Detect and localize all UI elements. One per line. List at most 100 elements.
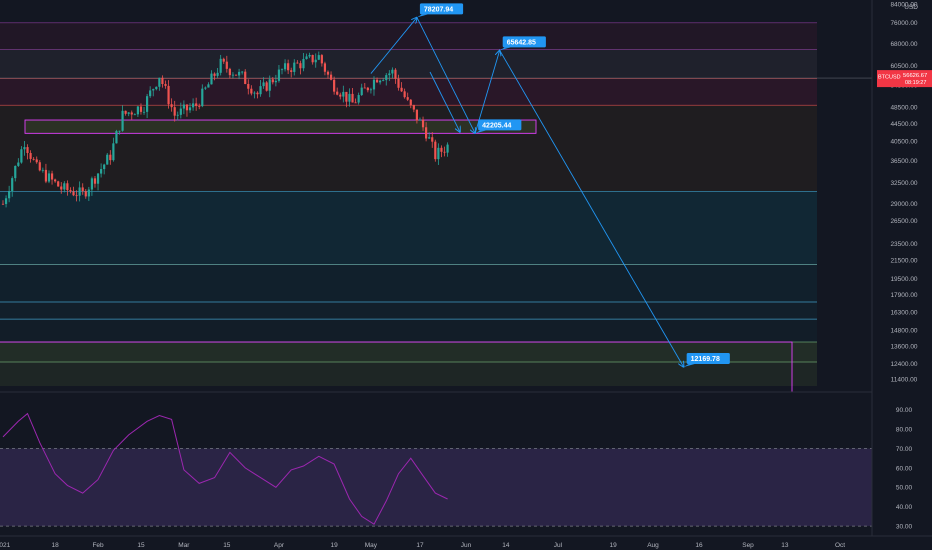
candle (75, 190, 78, 202)
candle-body (237, 71, 241, 76)
candle (8, 185, 11, 203)
candle (342, 85, 345, 103)
candle (354, 98, 357, 104)
time-tick: Apr (274, 542, 285, 549)
candle (1, 200, 5, 205)
candle (299, 60, 302, 75)
rsi-tick: 40.00 (896, 504, 913, 511)
candle-body (139, 106, 143, 112)
candle (106, 152, 109, 165)
projection-arrow-0 (370, 17, 417, 74)
candle-body (329, 74, 333, 80)
candle (348, 88, 351, 107)
candle (262, 77, 265, 89)
candle-body (418, 119, 422, 121)
candle-body (357, 95, 360, 103)
rsi-tick: 90.00 (896, 407, 913, 414)
candle-body (388, 73, 391, 76)
candle (103, 163, 106, 175)
candle-body (360, 87, 363, 96)
candle-body (106, 154, 109, 165)
time-tick: Feb (92, 542, 104, 549)
projection-arrow-3 (499, 50, 684, 367)
candle-body (421, 119, 425, 128)
candle (385, 73, 388, 86)
time-tick: 13 (781, 542, 789, 549)
rsi-band (0, 448, 872, 527)
candle-body (47, 173, 51, 182)
candle-body (149, 90, 152, 97)
candle-body (35, 159, 38, 163)
candle (222, 57, 225, 64)
candle-body (296, 62, 299, 64)
candle-body (63, 183, 66, 190)
price-tick: 23500.00 (890, 241, 917, 248)
candle (244, 69, 247, 85)
candle (333, 76, 336, 95)
candle (287, 59, 290, 75)
target-high-label-pointer (416, 14, 428, 18)
candle (336, 87, 339, 96)
candle (253, 91, 256, 99)
candle (124, 110, 127, 116)
candle-body (26, 147, 29, 153)
rsi-tick: 50.00 (896, 485, 913, 492)
candle (54, 178, 57, 183)
candle-body (167, 85, 170, 105)
candle-body (351, 93, 354, 103)
candle (317, 51, 320, 61)
candle-body (247, 83, 250, 89)
candle (191, 98, 195, 111)
target-high-label: 78207.94 (416, 3, 464, 18)
candle-body (109, 154, 112, 161)
candle (152, 88, 155, 97)
time-tick: Mar (178, 542, 190, 549)
candle-body (201, 88, 204, 107)
time-tick: Oct (835, 542, 845, 549)
candle-body (379, 80, 382, 83)
candle-body (323, 63, 327, 72)
candle (329, 71, 333, 81)
candle (44, 163, 48, 184)
candle-body (173, 107, 176, 116)
candle (363, 83, 366, 89)
symbol-tag-text: BTCUSD (878, 75, 901, 81)
time-tick: 16 (695, 542, 703, 549)
candle (290, 67, 293, 78)
candle (179, 102, 182, 119)
candle-body (400, 87, 403, 92)
candle (409, 99, 412, 109)
candle (161, 75, 164, 88)
price-band-2 (0, 78, 817, 106)
price-band-9 (0, 361, 817, 386)
time-tick: 15 (137, 542, 145, 549)
candle (84, 189, 87, 199)
candle (397, 74, 400, 91)
candle-body (333, 79, 336, 92)
candle-body (274, 80, 277, 83)
candle (87, 186, 90, 201)
candle-body (100, 169, 103, 174)
candle-body (256, 92, 259, 95)
candle-body (152, 89, 155, 91)
candle (176, 111, 179, 121)
candle (164, 80, 167, 89)
candle (213, 72, 216, 81)
candle (391, 67, 394, 79)
candle-body (268, 79, 271, 91)
candle (259, 79, 262, 97)
target-low-label: 12169.78 (683, 353, 730, 368)
candle (305, 53, 308, 60)
candle-body (204, 87, 207, 89)
candle-body (231, 74, 235, 76)
rsi-tick: 60.00 (896, 465, 913, 472)
candle (201, 84, 204, 108)
candle-body (425, 127, 428, 139)
price-band-8 (0, 342, 817, 362)
candle-body (146, 96, 149, 112)
candle-body (265, 82, 268, 91)
candle-body (112, 143, 115, 161)
